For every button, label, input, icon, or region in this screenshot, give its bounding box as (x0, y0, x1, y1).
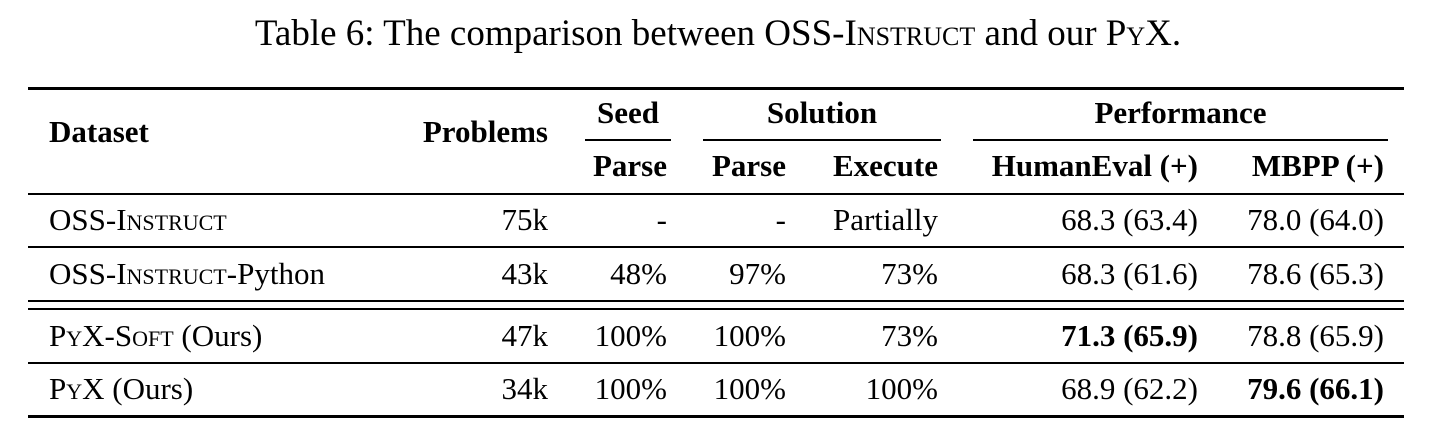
header-dataset: Dataset (49, 114, 149, 149)
row-2-problems: 43k (501, 256, 549, 291)
performance-group-rule (973, 139, 1388, 141)
row-4-dataset-name: PyX (49, 371, 105, 406)
row-4-solution-execute: 100% (865, 371, 938, 406)
row-1-solution-execute: Partially (832, 202, 938, 237)
row-1-solution-parse: - (775, 202, 786, 237)
solution-group-rule (703, 139, 941, 141)
row-2-dataset-suffix: -Python (226, 256, 325, 291)
bottom-rule (28, 415, 1404, 418)
row-4-mbpp: 79.6 (66.1) (1247, 371, 1384, 406)
table-caption: Table 6: The comparison between OSS-Inst… (0, 12, 1436, 56)
header-problems: Problems (422, 114, 548, 149)
header-humaneval: HumanEval (+) (991, 148, 1198, 183)
caption-oss-instruct: OSS-Instruct (764, 13, 976, 54)
row-4-dataset-suffix: (Ours) (104, 371, 194, 406)
caption-pyx: PyX (1105, 13, 1172, 54)
caption-middle: and our (975, 13, 1106, 54)
row-3-problems: 47k (501, 318, 549, 353)
double-rule-bottom (28, 308, 1404, 310)
row-3-dataset: PyX-Soft (Ours) (49, 318, 262, 354)
row-1-dataset: OSS-Instruct (49, 202, 227, 238)
row-2-mbpp: 78.6 (65.3) (1247, 256, 1384, 291)
top-rule (28, 87, 1404, 90)
row-rule-3 (28, 362, 1404, 364)
seed-group-rule (585, 139, 671, 141)
header-mid-rule (28, 193, 1404, 195)
row-2-solution-parse: 97% (729, 256, 786, 291)
row-3-dataset-suffix: (Ours) (173, 318, 263, 353)
row-4-dataset: PyX (Ours) (49, 371, 193, 407)
header-solution: Solution (766, 95, 878, 130)
row-1-dataset-name: OSS-Instruct (49, 202, 227, 237)
row-3-dataset-name: PyX-Soft (49, 318, 174, 353)
header-seed-parse: Parse (592, 148, 667, 183)
row-2-solution-execute: 73% (881, 256, 938, 291)
row-3-solution-parse: 100% (713, 318, 786, 353)
row-1-problems: 75k (501, 202, 549, 237)
row-3-humaneval: 71.3 (65.9) (1061, 318, 1198, 353)
row-4-problems: 34k (501, 371, 549, 406)
row-3-seed-parse: 100% (594, 318, 667, 353)
row-rule-1 (28, 246, 1404, 248)
header-performance: Performance (1094, 95, 1267, 130)
caption-prefix: Table 6: The comparison between (254, 13, 765, 54)
caption-suffix: . (1171, 13, 1182, 54)
row-1-humaneval: 68.3 (63.4) (1061, 202, 1198, 237)
header-mbpp: MBPP (+) (1251, 148, 1384, 183)
row-1-mbpp: 78.0 (64.0) (1247, 202, 1384, 237)
row-2-seed-parse: 48% (610, 256, 667, 291)
row-2-humaneval: 68.3 (61.6) (1061, 256, 1198, 291)
row-1-seed-parse: - (656, 202, 667, 237)
row-3-solution-execute: 73% (881, 318, 938, 353)
row-3-mbpp: 78.8 (65.9) (1247, 318, 1384, 353)
row-4-solution-parse: 100% (713, 371, 786, 406)
row-2-dataset-name: OSS-Instruct (49, 256, 227, 291)
row-2-dataset: OSS-Instruct-Python (49, 256, 325, 292)
header-seed: Seed (597, 95, 659, 130)
header-solution-parse: Parse (711, 148, 786, 183)
double-rule-top (28, 300, 1404, 302)
row-4-humaneval: 68.9 (62.2) (1061, 371, 1198, 406)
row-4-seed-parse: 100% (594, 371, 667, 406)
header-solution-execute: Execute (832, 148, 938, 183)
